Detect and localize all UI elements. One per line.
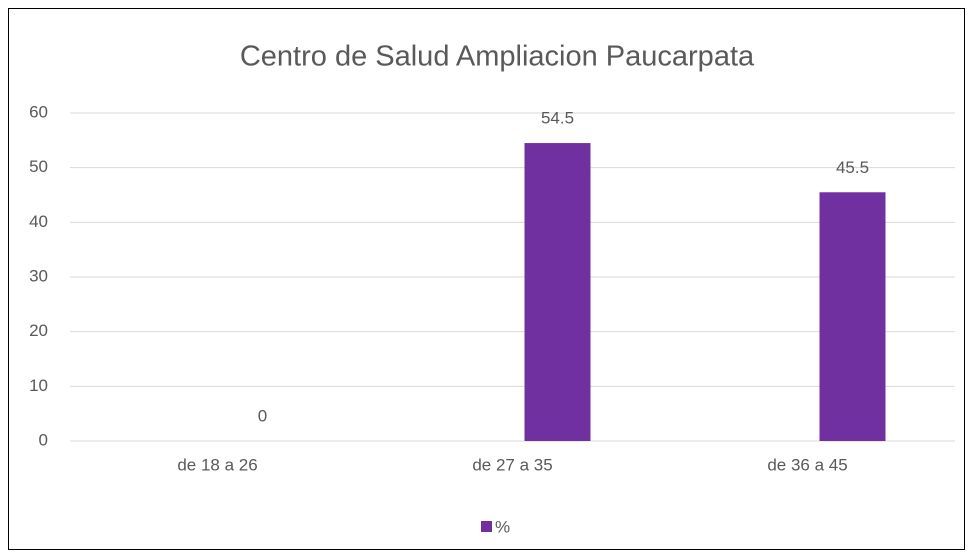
chart-border xyxy=(8,8,965,550)
y-tick-label: 30 xyxy=(29,266,48,285)
y-tick-label: 0 xyxy=(39,430,48,449)
y-tick-label: 10 xyxy=(29,376,48,395)
y-tick-label: 40 xyxy=(29,212,48,231)
bar xyxy=(819,192,886,441)
data-label: 45.5 xyxy=(836,158,869,177)
x-tick-label: de 36 a 45 xyxy=(767,455,847,474)
legend-label: % xyxy=(495,517,510,536)
data-label: 54.5 xyxy=(541,109,574,128)
x-tick-label: de 27 a 35 xyxy=(472,455,552,474)
y-tick-label: 50 xyxy=(29,157,48,176)
legend-swatch xyxy=(481,521,492,532)
bar xyxy=(524,143,591,442)
y-tick-label: 60 xyxy=(29,102,48,121)
data-label: 0 xyxy=(258,406,267,425)
chart-title: Centro de Salud Ampliacion Paucarpata xyxy=(240,41,755,73)
y-tick-label: 20 xyxy=(29,321,48,340)
x-tick-label: de 18 a 26 xyxy=(177,455,257,474)
